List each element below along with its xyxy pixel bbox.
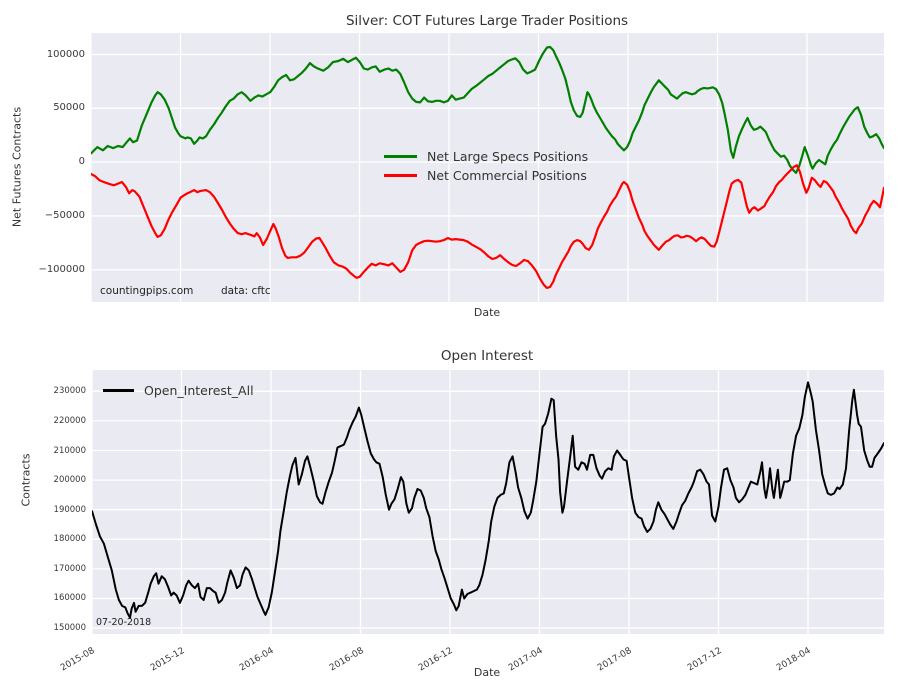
bottom-plot-area: [92, 370, 884, 634]
bottom-x-axis-label: Date: [473, 666, 501, 679]
legend-label: Net Large Specs Positions: [427, 149, 589, 164]
y-tick-label: −100000: [38, 263, 85, 275]
top-chart-title: Silver: COT Futures Large Trader Positio…: [345, 13, 629, 29]
y-tick-label: 220000: [53, 415, 86, 426]
y-tick-label: 100000: [46, 48, 85, 60]
y-tick-label: 200000: [53, 475, 86, 486]
y-tick-label: 150000: [53, 623, 86, 634]
y-tick-label: 160000: [53, 593, 86, 604]
y-tick-label: 0: [78, 156, 85, 168]
data-source-note: data: cftc: [221, 285, 271, 297]
legend-item-commercials: Net Commercial Positions: [384, 166, 588, 185]
y-tick-label: −50000: [44, 209, 85, 221]
black-line-swatch: [103, 389, 134, 392]
legend-item-open-interest: Open_Interest_All: [103, 381, 254, 400]
legend-item-large-specs: Net Large Specs Positions: [384, 147, 588, 166]
red-line-swatch: [384, 174, 417, 177]
y-tick-label: 170000: [53, 563, 86, 574]
top-x-axis-label: Date: [473, 306, 501, 319]
y-tick-label: 230000: [53, 386, 86, 397]
watermark-text: countingpips.com: [100, 285, 194, 297]
last-date-annotation: 07-20-2018: [96, 617, 152, 628]
y-tick-label: 190000: [53, 504, 86, 515]
top-plot-area: [91, 33, 884, 302]
bottom-chart-title: Open Interest: [440, 348, 534, 364]
green-line-swatch: [384, 155, 417, 158]
legend-label: Net Commercial Positions: [427, 168, 587, 183]
y-tick-label: 50000: [53, 102, 85, 114]
y-tick-label: 180000: [53, 534, 86, 545]
x-tick-label: 2018-04: [775, 646, 813, 674]
y-tick-label: 210000: [53, 445, 86, 456]
top-legend: Net Large Specs Positions Net Commercial…: [384, 147, 588, 185]
bottom-legend: Open_Interest_All: [103, 381, 254, 400]
legend-label: Open_Interest_All: [144, 383, 254, 398]
